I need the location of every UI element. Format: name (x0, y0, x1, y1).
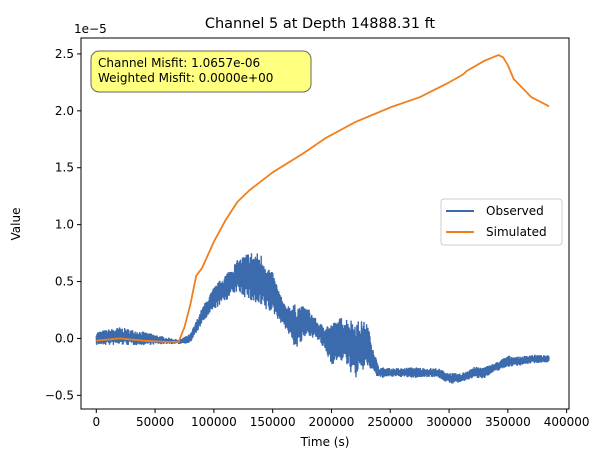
y-tick-label: 0.0 (55, 331, 74, 345)
observed-series-line (95, 253, 550, 384)
annotation-line-2: Weighted Misfit: 0.0000e+00 (98, 71, 273, 85)
legend: Observed Simulated (440, 198, 563, 246)
x-tick-label: 200000 (309, 415, 355, 429)
annotation-box (90, 50, 312, 93)
x-tick-label: 400000 (544, 415, 590, 429)
x-tick-label: 350000 (485, 415, 531, 429)
x-axis: 0 50000 100000 150000 200000 250000 300000 3500… (92, 409, 590, 429)
y-tick-label: 0.5 (55, 275, 74, 289)
plot-area (95, 54, 550, 384)
simulated-series-line (96, 54, 550, 343)
x-tick-label: 300000 (426, 415, 472, 429)
misfit-annotation: Channel Misfit: 1.0657e-06 Weighted Misf… (90, 50, 312, 93)
x-tick-label: 100000 (191, 415, 237, 429)
x-tick-label: 150000 (250, 415, 296, 429)
y-tick-label: 1.5 (55, 161, 74, 175)
legend-simulated-label: Simulated (486, 225, 547, 239)
y-axis: −0.5 0.0 0.5 1.0 1.5 2.0 2.5 (45, 47, 81, 402)
plot-frame (80, 37, 570, 410)
x-tick-label: 0 (92, 415, 100, 429)
x-axis-label: Time (s) (300, 435, 350, 449)
annotation-line-1: Channel Misfit: 1.0657e-06 (98, 56, 260, 70)
y-tick-label: 2.5 (55, 47, 74, 61)
chart-title: Channel 5 at Depth 14888.31 ft (205, 16, 436, 32)
legend-observed-label: Observed (486, 204, 544, 218)
y-offset-text: 1e−5 (74, 22, 107, 36)
y-tick-label: 2.0 (55, 104, 74, 118)
y-axis-label: Value (9, 208, 23, 241)
x-tick-label: 250000 (367, 415, 413, 429)
x-tick-label: 50000 (136, 415, 174, 429)
y-tick-label: −0.5 (45, 388, 74, 402)
y-tick-label: 1.0 (55, 218, 74, 232)
